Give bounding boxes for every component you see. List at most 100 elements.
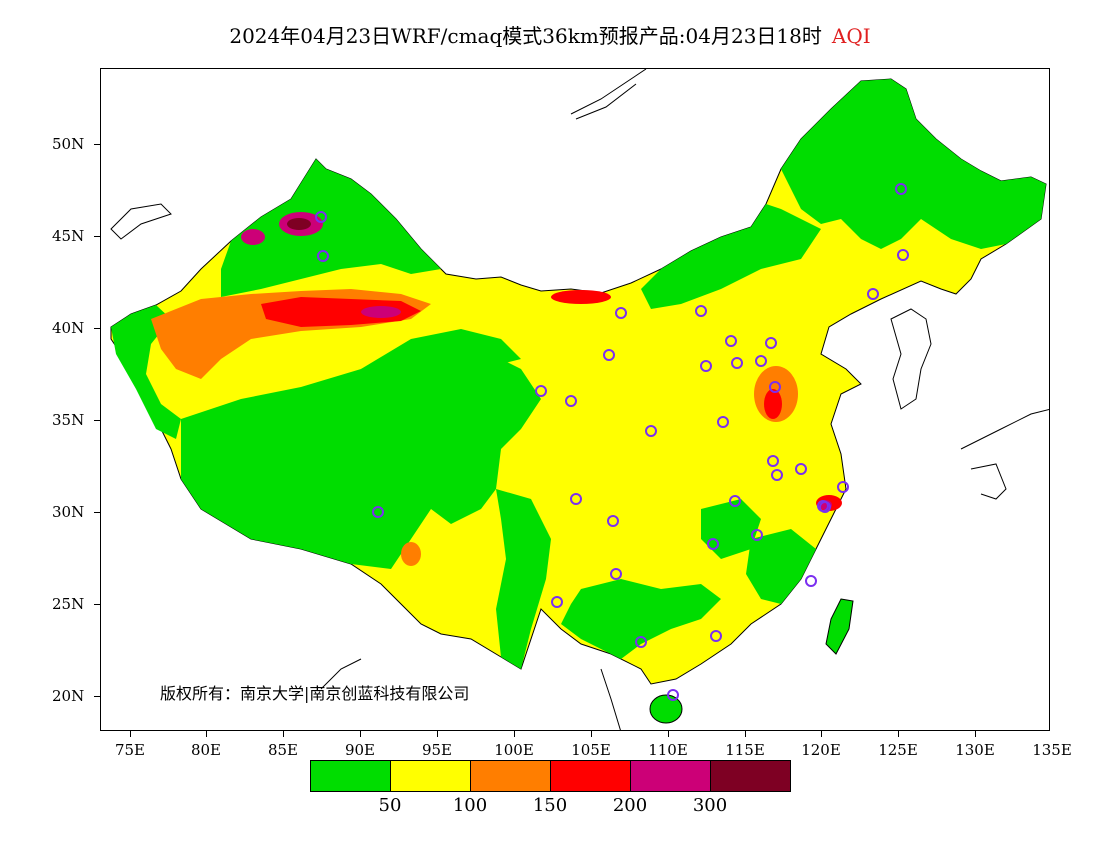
city-marker xyxy=(867,288,879,300)
lat-label-50n: 50N xyxy=(52,135,85,153)
city-marker xyxy=(565,395,577,407)
lon-tick xyxy=(898,731,899,737)
city-marker xyxy=(755,355,767,367)
map-title: 2024年04月23日WRF/cmaq模式36km预报产品:04月23日18时 A… xyxy=(0,20,1100,49)
lon-label-100e: 100E xyxy=(494,741,534,759)
green-tibet xyxy=(181,339,541,569)
coastline-japan xyxy=(960,408,1049,500)
legend-swatch-2 xyxy=(391,761,471,791)
legend-swatch-3 xyxy=(471,761,551,791)
city-marker xyxy=(717,416,729,428)
green-qinghai xyxy=(361,329,521,389)
lon-tick xyxy=(975,731,976,737)
legend-swatch-4 xyxy=(551,761,631,791)
city-marker xyxy=(695,305,707,317)
lat-label-45n: 45N xyxy=(52,227,85,245)
city-marker xyxy=(607,515,619,527)
lat-tick xyxy=(94,604,100,605)
city-marker xyxy=(725,335,737,347)
city-marker xyxy=(603,349,615,361)
lat-label-35n: 35N xyxy=(52,411,85,429)
city-marker xyxy=(771,469,783,481)
lat-tick xyxy=(94,236,100,237)
title-variable: AQI xyxy=(831,24,871,48)
lon-label-75e: 75E xyxy=(114,741,146,759)
lat-label-30n: 30N xyxy=(52,503,85,521)
lon-label-80e: 80E xyxy=(190,741,222,759)
city-marker xyxy=(610,568,622,580)
lon-tick xyxy=(206,731,207,737)
lon-tick xyxy=(130,731,131,737)
lon-label-125e: 125E xyxy=(878,741,918,759)
city-marker xyxy=(635,636,647,648)
green-north-xinjiang xyxy=(221,159,441,297)
legend-value-50: 50 xyxy=(378,795,402,816)
lat-label-25n: 25N xyxy=(52,595,85,613)
legend-value-150: 150 xyxy=(532,795,568,816)
coastline-korea xyxy=(890,308,932,410)
lon-tick xyxy=(437,731,438,737)
city-marker xyxy=(372,506,384,518)
city-marker xyxy=(795,463,807,475)
city-marker xyxy=(817,500,829,512)
aqi-legend xyxy=(310,760,791,792)
city-marker xyxy=(769,381,781,393)
green-west-xinjiang xyxy=(111,305,181,439)
legend-value-300: 300 xyxy=(692,795,728,816)
city-marker xyxy=(535,385,547,397)
city-marker xyxy=(805,575,817,587)
lat-tick xyxy=(94,328,100,329)
coastline-kazakh xyxy=(110,203,172,240)
red-north-china xyxy=(764,389,782,419)
lon-label-90e: 90E xyxy=(344,741,376,759)
lat-tick xyxy=(94,144,100,145)
green-yunnan xyxy=(496,489,551,669)
city-marker xyxy=(729,495,741,507)
green-inner-mongolia xyxy=(641,204,821,309)
lon-tick xyxy=(821,731,822,737)
red-gobi xyxy=(551,290,611,304)
lon-label-130e: 130E xyxy=(955,741,995,759)
green-central xyxy=(701,499,761,559)
city-marker xyxy=(710,630,722,642)
green-southeast xyxy=(746,529,816,604)
city-marker xyxy=(317,250,329,262)
lat-label-20n: 20N xyxy=(52,687,85,705)
city-marker xyxy=(731,357,743,369)
city-marker xyxy=(897,249,909,261)
copyright-text: 版权所有：南京大学|南京创蓝科技有限公司 xyxy=(160,684,470,703)
lon-label-115e: 115E xyxy=(725,741,765,759)
lon-tick xyxy=(360,731,361,737)
lon-tick xyxy=(591,731,592,737)
city-marker xyxy=(895,183,907,195)
city-marker xyxy=(767,455,779,467)
city-marker xyxy=(707,538,719,550)
magenta-dzungaria-b xyxy=(241,229,265,245)
lat-label-40n: 40N xyxy=(52,319,85,337)
lon-tick xyxy=(283,731,284,737)
city-marker xyxy=(315,211,327,223)
city-marker xyxy=(837,481,849,493)
red-taklamakan xyxy=(261,297,421,327)
city-marker xyxy=(667,689,679,701)
magenta-taklamakan xyxy=(361,306,401,318)
lon-tick xyxy=(745,731,746,737)
taiwan-island xyxy=(825,598,854,655)
lon-label-135e: 135E xyxy=(1032,741,1072,759)
lon-label-105e: 105E xyxy=(571,741,611,759)
city-marker xyxy=(765,337,777,349)
hainan-island xyxy=(649,694,683,724)
lon-label-120e: 120E xyxy=(801,741,841,759)
lon-label-85e: 85E xyxy=(267,741,299,759)
legend-swatch-5 xyxy=(631,761,711,791)
aqi-map xyxy=(110,69,1049,730)
legend-value-100: 100 xyxy=(452,795,488,816)
coastline-baikal xyxy=(570,69,647,120)
lon-tick xyxy=(668,731,669,737)
lat-tick xyxy=(94,512,100,513)
legend-swatch-6 xyxy=(711,761,790,791)
city-marker xyxy=(700,360,712,372)
map-frame xyxy=(100,68,1050,731)
city-marker xyxy=(751,529,763,541)
lat-tick xyxy=(94,696,100,697)
